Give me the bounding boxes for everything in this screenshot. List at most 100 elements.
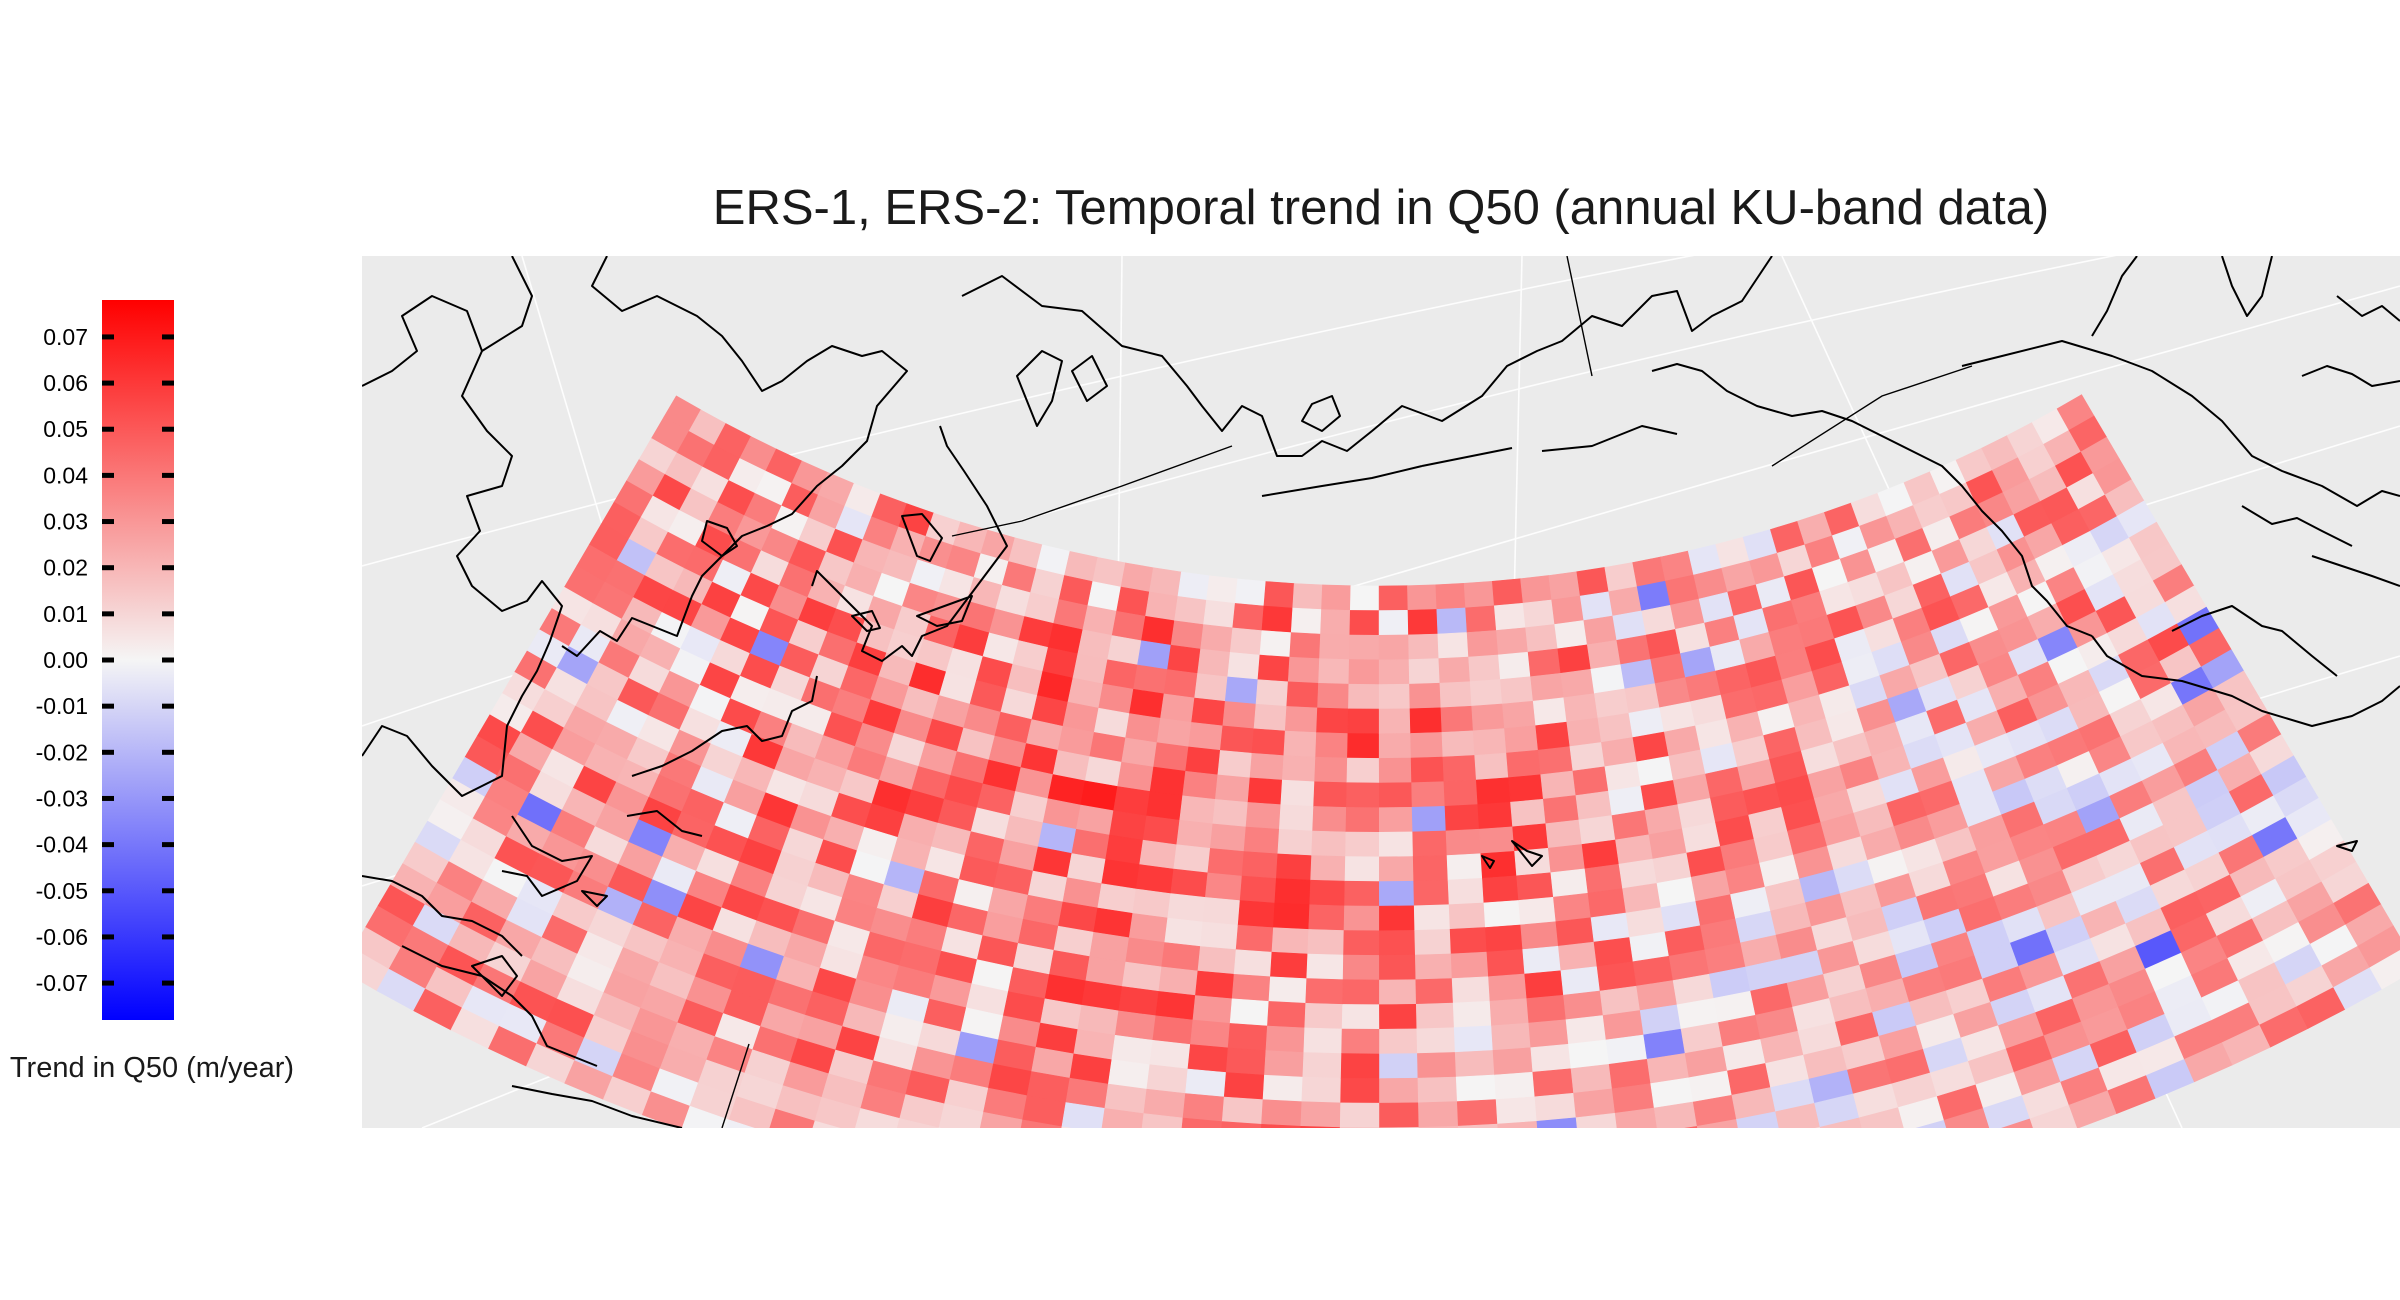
trend-cell	[1270, 951, 1309, 979]
colorbar-tick-label: 0.02	[43, 555, 88, 581]
trend-cell	[1321, 584, 1352, 611]
trend-cell	[1583, 615, 1618, 646]
trend-cell	[1344, 880, 1380, 907]
trend-cell	[1349, 585, 1380, 611]
trend-cell	[1496, 627, 1529, 656]
trend-cell	[1231, 973, 1271, 1002]
trend-cell	[1407, 609, 1439, 636]
trend-cell	[1566, 717, 1602, 747]
trend-cell	[1267, 1001, 1307, 1029]
trend-cell	[1455, 1074, 1497, 1102]
trend-cell	[1378, 609, 1409, 636]
trend-cell	[1457, 1123, 1499, 1128]
trend-cell	[1378, 806, 1414, 833]
trend-cell	[1174, 596, 1207, 625]
trend-cell	[1441, 730, 1476, 758]
trend-cell	[1155, 991, 1196, 1021]
trend-cell	[1345, 831, 1380, 858]
trend-cell	[1145, 591, 1179, 622]
map-title: ERS-1, ERS-2: Temporal trend in Q50 (ann…	[712, 181, 2050, 235]
trend-cell	[1135, 864, 1175, 894]
colorbar-tick-label: -0.04	[36, 832, 89, 858]
trend-cell	[1342, 954, 1380, 981]
trend-cell	[812, 1120, 841, 1128]
trend-cell	[1475, 777, 1511, 805]
colorbar-ticks: 0.07 0.06 0.05 0.04 0.03 0.02 0.01 0.00 -0.01 -0.…	[36, 324, 174, 996]
trend-cell	[1530, 672, 1565, 702]
trend-cell	[1528, 1019, 1569, 1049]
trend-cell	[1379, 1127, 1420, 1128]
colorbar-tick-label: 0.05	[43, 416, 88, 442]
trend-cell	[1312, 806, 1347, 833]
trend-cell	[1261, 1099, 1303, 1127]
trend-cell	[1378, 708, 1411, 735]
trend-cell	[1309, 879, 1346, 907]
trend-cell	[1275, 853, 1312, 881]
trend-cell	[1378, 757, 1412, 784]
trend-cell	[1378, 585, 1409, 611]
trend-cell	[2369, 949, 2400, 990]
trend-cell	[1551, 595, 1585, 625]
colorbar-tick-label: 0.07	[43, 324, 88, 350]
trend-cell	[1209, 823, 1247, 852]
trend-cell	[1409, 707, 1443, 734]
trend-cell	[1471, 703, 1505, 732]
trend-cell	[1347, 733, 1380, 759]
trend-cell	[1061, 1102, 1106, 1128]
trend-cell	[1229, 627, 1263, 656]
trend-cell	[1225, 1047, 1267, 1076]
trend-cell	[1943, 1107, 1990, 1128]
trend-cell	[1301, 1076, 1342, 1104]
trend-cell	[1181, 1117, 1223, 1128]
trend-cell	[1378, 659, 1410, 685]
trend-cell	[1542, 795, 1580, 825]
trend-cell	[1466, 630, 1499, 658]
trend-cell	[1217, 750, 1253, 779]
trend-cell	[1348, 659, 1380, 685]
trend-cell	[1339, 1127, 1380, 1128]
trend-cell	[1241, 851, 1279, 879]
trend-cell	[1346, 782, 1380, 809]
trend-cell	[1510, 798, 1547, 828]
trend-cell	[1229, 998, 1270, 1027]
colorbar-tick-label: 0.00	[43, 647, 88, 673]
colorbar: 0.07 0.06 0.05 0.04 0.03 0.02 0.01 0.00 -0.01 -0.…	[36, 300, 174, 1020]
trend-cell	[1411, 805, 1447, 833]
trend-cell	[1185, 1068, 1227, 1098]
trend-cell	[1493, 602, 1526, 631]
trend-cell	[1500, 676, 1534, 705]
trend-cell	[1412, 855, 1449, 882]
trend-cell	[1149, 1039, 1191, 1070]
trend-cell	[1558, 941, 1598, 972]
trend-cell	[1378, 683, 1411, 710]
trend-cell	[1319, 633, 1351, 660]
trend-cell	[1456, 1099, 1498, 1127]
trend-cell	[1540, 770, 1577, 800]
trend-cell	[1453, 1025, 1494, 1053]
trend-cell	[1614, 1107, 1658, 1128]
coastlines	[362, 256, 2400, 1128]
trend-cell	[1221, 1121, 1262, 1128]
trend-cell	[1570, 1063, 1613, 1094]
trend-cell	[1408, 658, 1441, 685]
trend-cell	[1379, 1053, 1419, 1079]
trend-cell	[1345, 807, 1380, 833]
trend-cell	[1305, 978, 1344, 1005]
trend-cell	[1489, 998, 1530, 1027]
colorbar-tick-label: 0.06	[43, 370, 88, 396]
trend-cell	[1182, 1093, 1225, 1122]
trend-cell	[938, 1103, 984, 1128]
trend-cell	[1819, 1117, 1863, 1128]
trend-cell	[1590, 664, 1626, 694]
trend-cell	[1407, 584, 1438, 611]
trend-cell	[1534, 1092, 1577, 1122]
trend-cell	[1573, 1088, 1616, 1119]
trend-cell	[1378, 831, 1414, 858]
trend-cell	[1239, 875, 1277, 904]
trend-cell	[1379, 979, 1417, 1006]
trend-cell	[979, 1111, 1023, 1128]
trend-cell	[1153, 742, 1189, 772]
trend-cell	[1280, 779, 1315, 807]
borders	[721, 256, 1973, 1128]
trend-cell	[1491, 1022, 1532, 1051]
